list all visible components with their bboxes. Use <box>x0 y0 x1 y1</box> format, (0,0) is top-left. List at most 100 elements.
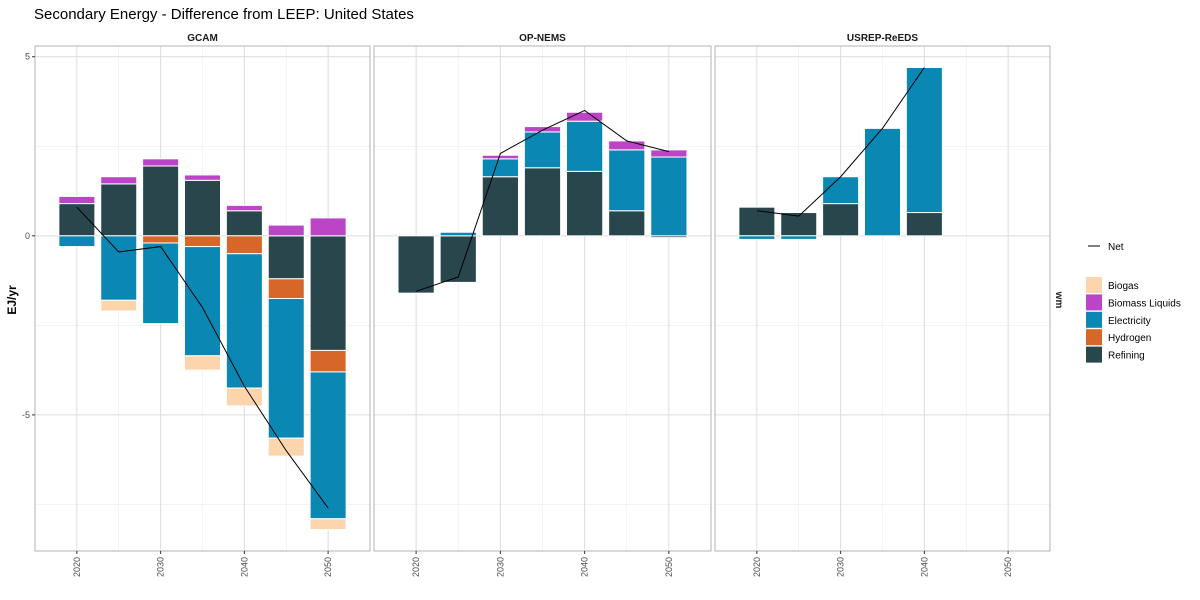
bar-biogas-2040 <box>225 387 263 407</box>
bar-refining-2035 <box>183 179 222 237</box>
facet-gcam: GCAM 2020 2030 2040 2050 5 0 -5 <box>22 29 371 577</box>
bar-electricity-2040 <box>566 120 604 172</box>
bar-refining-2045 <box>608 210 646 237</box>
net-line <box>415 109 669 292</box>
bar-refining-2025 <box>100 183 138 237</box>
bar-refining-2020 <box>397 235 435 294</box>
bar-biogas-2025 <box>100 299 138 312</box>
bar-biomass-liquids-2050 <box>650 149 688 158</box>
facet-strip <box>35 29 370 46</box>
facet-panels: GCAM 2020 2030 2040 2050 5 0 -5 OP-NEMS 2020 2030 2… <box>22 29 1051 577</box>
bar-biomass-liquids-2040 <box>225 204 263 212</box>
chart-title: Secondary Energy - Difference from LEEP:… <box>34 6 414 23</box>
x-tick-label: 2030 <box>156 557 166 577</box>
bar-refining-2025 <box>439 235 477 283</box>
bar-biomass-liquids-2050 <box>309 217 347 237</box>
x-tick-label: 2050 <box>323 557 333 577</box>
bar-biomass-liquids-2035 <box>523 126 562 133</box>
bar-refining-2030 <box>142 165 180 237</box>
net-line <box>756 67 925 217</box>
x-tick-label: 2040 <box>239 557 249 577</box>
x-tick-label: 2020 <box>411 557 421 577</box>
bar-refining-2020 <box>738 206 776 237</box>
y-axis-label: EJ/yr <box>5 285 19 315</box>
legend-label-refining: Refining <box>1108 351 1145 362</box>
legend-label-electricity: Electricity <box>1108 316 1151 327</box>
bar-hydrogen-2050 <box>309 349 347 373</box>
legend-label-biogas: Biogas <box>1108 281 1139 292</box>
facet-strip <box>715 29 1050 46</box>
bar-refining-2020 <box>58 203 96 237</box>
facet-op-nems: OP-NEMS 2020 2030 2040 2050 <box>373 29 712 577</box>
y-tick-label: -5 <box>22 410 30 420</box>
legend-key-biomass-liquids <box>1086 294 1102 311</box>
bar-hydrogen-2045 <box>267 278 305 300</box>
legend: Net Biogas Biomass Liquids Electricity Hydro… <box>1086 242 1181 363</box>
bar-refining-2040 <box>566 170 604 237</box>
bar-hydrogen-2040 <box>225 235 263 255</box>
bar-refining-2040 <box>905 212 943 237</box>
bar-biomass-liquids-2045 <box>267 224 305 237</box>
net-line <box>76 206 329 509</box>
legend-key-refining <box>1086 346 1102 363</box>
bar-electricity-2040 <box>225 253 263 389</box>
bar-biomass-liquids-2045 <box>608 140 646 151</box>
x-tick-label: 2040 <box>919 557 929 577</box>
bar-hydrogen-2030 <box>142 235 180 244</box>
facet-strip <box>374 29 711 46</box>
x-tick-label: 2020 <box>752 557 762 577</box>
bar-electricity-2025 <box>100 235 138 301</box>
panel-border <box>34 45 371 552</box>
bar-electricity-2025 <box>780 235 818 240</box>
bar-refining-2040 <box>225 210 263 237</box>
y-tick-label: 0 <box>25 231 30 241</box>
bar-refining-2050 <box>309 235 347 351</box>
legend-label-hydrogen: Hydrogen <box>1108 333 1151 344</box>
x-tick-label: 2050 <box>1003 557 1013 577</box>
x-tick-label: 2030 <box>495 557 505 577</box>
facet-strip-label: GCAM <box>187 33 218 44</box>
facet-strip-label: USREP-ReEDS <box>847 33 918 44</box>
legend-label-net: Net <box>1108 242 1124 253</box>
legend-label-biomass-liquids: Biomass Liquids <box>1108 298 1181 309</box>
x-tick-label: 2040 <box>580 557 590 577</box>
panel-border <box>714 45 1051 552</box>
bar-biomass-liquids-2030 <box>481 154 519 160</box>
bar-hydrogen-2035 <box>183 235 222 248</box>
bar-refining-2030 <box>822 203 860 237</box>
y-tick-label: 5 <box>25 52 30 62</box>
x-tick-label: 2050 <box>664 557 674 577</box>
right-strip-label: wm <box>1053 291 1064 309</box>
bar-electricity-2025 <box>439 231 477 237</box>
facet-strip-label: OP-NEMS <box>519 33 566 44</box>
bar-electricity-2030 <box>822 176 860 205</box>
bar-electricity-2020 <box>58 235 96 248</box>
bar-refining-2030 <box>481 176 519 237</box>
bar-biogas-2050 <box>309 518 347 531</box>
bar-refining-2045 <box>267 235 305 280</box>
facet-usrep-reeds: USREP-ReEDS 2020 2030 2040 2050 <box>714 29 1051 577</box>
bar-biomass-liquids-2035 <box>183 174 222 181</box>
legend-key-biogas <box>1086 277 1102 293</box>
bar-biomass-liquids-2040 <box>566 111 604 122</box>
bar-biogas-2035 <box>183 355 222 371</box>
bar-biogas-2045 <box>267 437 305 457</box>
bar-electricity-2030 <box>481 158 519 178</box>
bar-electricity-2050 <box>650 156 688 237</box>
x-tick-label: 2030 <box>836 557 846 577</box>
bar-electricity-2040 <box>905 66 943 214</box>
bar-electricity-2045 <box>608 149 646 212</box>
legend-key-electricity <box>1086 311 1102 328</box>
x-tick-label: 2020 <box>72 557 82 577</box>
panel-border <box>373 45 712 552</box>
legend-key-hydrogen <box>1086 329 1102 346</box>
bar-biomass-liquids-2030 <box>142 158 180 167</box>
bar-electricity-2035 <box>863 127 902 237</box>
bar-electricity-2045 <box>267 298 305 439</box>
bar-electricity-2020 <box>738 235 776 240</box>
bar-electricity-2050 <box>309 371 347 520</box>
bar-biomass-liquids-2025 <box>100 176 138 185</box>
bar-electricity-2035 <box>183 246 222 357</box>
bar-biomass-liquids-2020 <box>58 195 96 205</box>
